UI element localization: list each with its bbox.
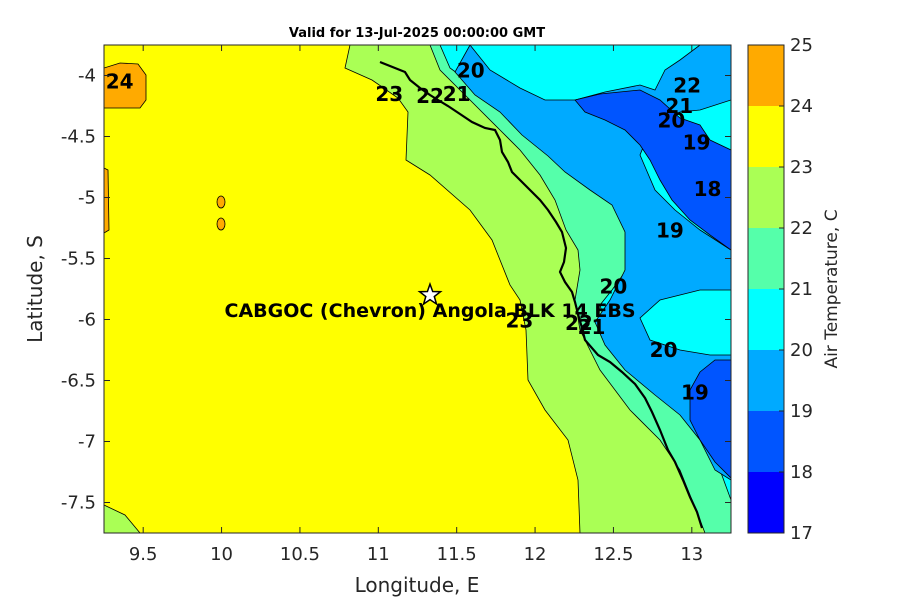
x-tick-label: 11.5 bbox=[437, 544, 477, 565]
site-marker-group: CABGOC (Chevron) Angola BLK 14 EBS bbox=[225, 281, 636, 322]
coastline bbox=[379, 60, 704, 529]
colorbar-swatch bbox=[748, 106, 784, 167]
band-17-18-north bbox=[574, 89, 731, 251]
contour-label: 23 bbox=[505, 309, 533, 333]
band-17-18-south bbox=[689, 359, 731, 479]
colorbar-swatch bbox=[748, 45, 784, 106]
band-23-24-west bbox=[104, 167, 110, 234]
contour-label: 24 bbox=[106, 70, 134, 94]
contour-label: 23 bbox=[375, 82, 403, 106]
x-tick-label: 13 bbox=[680, 544, 703, 565]
y-tick-label: -4 bbox=[78, 66, 96, 87]
site-label: CABGOC (Chevron) Angola BLK 14 EBS bbox=[225, 300, 636, 322]
contour-label: 20 bbox=[457, 59, 485, 83]
colorbar-swatch bbox=[748, 411, 784, 472]
contour-label: 22 bbox=[416, 84, 444, 108]
warm-spot-2 bbox=[216, 217, 226, 231]
x-tick-label: 10 bbox=[210, 544, 233, 565]
colorbar-tick-label: 17 bbox=[790, 523, 813, 544]
band-21-22-sw bbox=[104, 504, 141, 533]
x-tick-label: 9.5 bbox=[129, 544, 158, 565]
contour-label: 19 bbox=[683, 131, 711, 155]
colorbar-label: Air Temperature, C bbox=[822, 209, 842, 368]
colorbar-tick-label: 19 bbox=[790, 401, 813, 422]
colorbar-tick-label: 24 bbox=[790, 96, 813, 117]
y-tick-label: -6.5 bbox=[61, 371, 96, 392]
x-tick-label: 12 bbox=[524, 544, 547, 565]
colorbar-swatch bbox=[748, 228, 784, 289]
colorbar-tick-label: 18 bbox=[790, 462, 813, 483]
y-axis: -4 -4.5 -5 -5.5 -6 -6.5 -7 -7.5 bbox=[61, 66, 731, 514]
contour-label: 22 bbox=[673, 73, 701, 97]
x-tick-label: 12.5 bbox=[593, 544, 633, 565]
contour-label: 19 bbox=[656, 218, 684, 242]
colorbar-tick-label: 22 bbox=[790, 218, 813, 239]
contour-label: 18 bbox=[694, 177, 722, 201]
y-tick-label: -5.5 bbox=[61, 249, 96, 270]
colorbar-swatch bbox=[748, 350, 784, 411]
x-axis-label: Longitude, E bbox=[355, 573, 480, 597]
colorbar-tick-label: 25 bbox=[790, 35, 813, 56]
y-tick-label: -5 bbox=[78, 188, 96, 209]
plot-frame bbox=[103, 44, 732, 534]
band-23-24-nw bbox=[104, 62, 147, 109]
x-axis: 9.5 10 10.5 11 11.5 12 12.5 13 bbox=[129, 45, 703, 565]
site-star-icon bbox=[417, 281, 443, 306]
colorbar-tick-label: 21 bbox=[790, 279, 813, 300]
x-tick-label: 10.5 bbox=[280, 544, 320, 565]
colorbar-swatch bbox=[748, 472, 784, 533]
warm-spot-1 bbox=[216, 195, 226, 209]
contour-label: 21 bbox=[665, 94, 693, 118]
y-tick-label: -4.5 bbox=[61, 127, 96, 148]
colorbar-swatch bbox=[748, 167, 784, 228]
y-tick-label: -7.5 bbox=[61, 493, 96, 514]
y-tick-label: -7 bbox=[78, 432, 96, 453]
band-18-19 bbox=[454, 45, 731, 481]
y-tick-label: -6 bbox=[78, 310, 96, 331]
colorbar-tick-label: 23 bbox=[790, 157, 813, 178]
contour-fill-area bbox=[104, 45, 731, 533]
contour-label: 21 bbox=[443, 82, 471, 106]
contour-label: 20 bbox=[658, 109, 686, 133]
contour-label: 20 bbox=[650, 338, 678, 362]
chart-title: Valid for 13-Jul-2025 00:00:00 GMT bbox=[289, 26, 545, 41]
contour-label: 22 bbox=[565, 311, 593, 335]
x-tick-label: 11 bbox=[367, 544, 390, 565]
contour-label: 19 bbox=[681, 381, 709, 405]
contour-label: 20 bbox=[600, 275, 628, 299]
y-axis-label: Latitude, S bbox=[23, 235, 47, 343]
colorbar-swatch bbox=[748, 289, 784, 350]
contour-label: 21 bbox=[578, 315, 606, 339]
colorbar: 17 18 19 20 21 22 23 24 25 bbox=[747, 35, 813, 544]
colorbar-tick-label: 20 bbox=[790, 340, 813, 361]
